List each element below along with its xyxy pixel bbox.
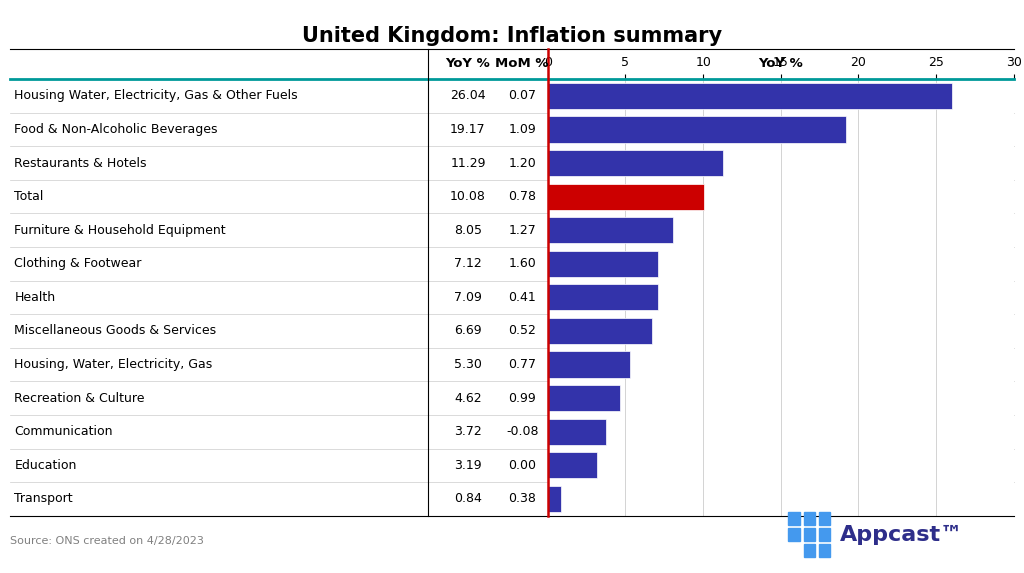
Text: 7.12: 7.12 xyxy=(454,257,482,270)
Text: Recreation & Culture: Recreation & Culture xyxy=(14,392,144,405)
Text: 1.60: 1.60 xyxy=(508,257,537,270)
Text: 3.72: 3.72 xyxy=(454,425,482,438)
Text: YoY %: YoY % xyxy=(759,57,803,70)
Bar xyxy=(548,83,952,109)
Text: Health: Health xyxy=(14,291,55,304)
Text: 19.17: 19.17 xyxy=(451,123,485,136)
Text: 0.38: 0.38 xyxy=(508,492,537,505)
Bar xyxy=(548,452,597,478)
Text: Total: Total xyxy=(14,190,44,203)
Text: United Kingdom: Inflation summary: United Kingdom: Inflation summary xyxy=(302,26,722,46)
Text: 26.04: 26.04 xyxy=(451,89,485,103)
Bar xyxy=(548,116,846,143)
Text: Food & Non-Alcoholic Beverages: Food & Non-Alcoholic Beverages xyxy=(14,123,218,136)
Text: Clothing & Footwear: Clothing & Footwear xyxy=(14,257,141,270)
Text: 0.07: 0.07 xyxy=(508,89,537,103)
Text: 5.30: 5.30 xyxy=(454,358,482,371)
Text: Transport: Transport xyxy=(14,492,73,505)
Text: 0.78: 0.78 xyxy=(508,190,537,203)
Text: 3.19: 3.19 xyxy=(455,459,481,472)
Text: Housing Water, Electricity, Gas & Other Fuels: Housing Water, Electricity, Gas & Other … xyxy=(14,89,298,103)
Bar xyxy=(548,318,651,344)
Bar xyxy=(548,150,723,176)
Bar xyxy=(548,284,658,311)
Text: MoM %: MoM % xyxy=(496,57,549,70)
Text: Appcast™: Appcast™ xyxy=(840,525,963,544)
Text: 0.84: 0.84 xyxy=(454,492,482,505)
Text: 0.52: 0.52 xyxy=(508,324,537,337)
Text: 0.77: 0.77 xyxy=(508,358,537,371)
Text: 1.09: 1.09 xyxy=(508,123,537,136)
Text: 8.05: 8.05 xyxy=(454,223,482,237)
Bar xyxy=(548,385,620,411)
Text: 11.29: 11.29 xyxy=(451,156,485,170)
Text: 1.20: 1.20 xyxy=(508,156,537,170)
Text: Furniture & Household Equipment: Furniture & Household Equipment xyxy=(14,223,226,237)
Bar xyxy=(548,419,605,445)
Bar xyxy=(548,217,673,244)
Text: Miscellaneous Goods & Services: Miscellaneous Goods & Services xyxy=(14,324,216,337)
Text: 6.69: 6.69 xyxy=(455,324,481,337)
Text: YoY %: YoY % xyxy=(445,57,490,70)
Text: Education: Education xyxy=(14,459,77,472)
Bar xyxy=(548,486,561,512)
Text: Source: ONS created on 4/28/2023: Source: ONS created on 4/28/2023 xyxy=(10,536,204,547)
Text: 0.41: 0.41 xyxy=(508,291,537,304)
Text: -0.08: -0.08 xyxy=(506,425,539,438)
Text: 0.99: 0.99 xyxy=(508,392,537,405)
Text: Communication: Communication xyxy=(14,425,113,438)
Bar xyxy=(548,183,705,210)
Text: 1.27: 1.27 xyxy=(508,223,537,237)
Text: Housing, Water, Electricity, Gas: Housing, Water, Electricity, Gas xyxy=(14,358,213,371)
Text: 7.09: 7.09 xyxy=(454,291,482,304)
Text: Restaurants & Hotels: Restaurants & Hotels xyxy=(14,156,146,170)
Bar xyxy=(548,251,658,277)
Bar xyxy=(548,351,630,378)
Text: 4.62: 4.62 xyxy=(455,392,481,405)
Text: 10.08: 10.08 xyxy=(450,190,486,203)
Text: 0.00: 0.00 xyxy=(508,459,537,472)
